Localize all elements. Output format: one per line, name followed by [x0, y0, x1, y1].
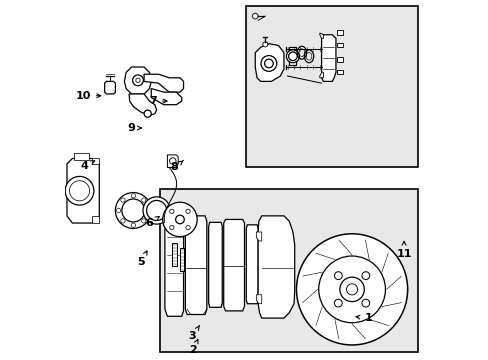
Circle shape	[296, 234, 407, 345]
Circle shape	[261, 55, 276, 71]
Circle shape	[169, 225, 174, 230]
Polygon shape	[319, 33, 323, 39]
Circle shape	[288, 52, 297, 60]
Polygon shape	[92, 216, 99, 223]
Polygon shape	[258, 216, 294, 318]
Circle shape	[131, 223, 135, 227]
Circle shape	[185, 209, 190, 213]
Polygon shape	[92, 158, 99, 164]
Polygon shape	[144, 74, 183, 92]
Polygon shape	[151, 89, 182, 105]
Circle shape	[175, 215, 184, 224]
Polygon shape	[319, 72, 323, 78]
Text: 8: 8	[170, 161, 183, 172]
Circle shape	[339, 277, 364, 302]
Text: 7: 7	[149, 96, 167, 106]
Polygon shape	[208, 222, 222, 307]
Polygon shape	[74, 153, 88, 160]
Circle shape	[346, 284, 357, 295]
Polygon shape	[78, 167, 97, 200]
Circle shape	[144, 110, 151, 117]
Circle shape	[334, 272, 342, 279]
Circle shape	[121, 219, 125, 223]
Text: 10: 10	[75, 91, 101, 101]
Polygon shape	[167, 155, 178, 167]
Bar	[160, 189, 418, 352]
Polygon shape	[67, 158, 99, 223]
Polygon shape	[223, 220, 244, 311]
Circle shape	[361, 272, 369, 279]
Text: 4: 4	[81, 161, 95, 171]
Polygon shape	[336, 70, 343, 74]
Circle shape	[131, 194, 135, 198]
Text: 1: 1	[355, 313, 371, 323]
Circle shape	[169, 158, 176, 164]
Polygon shape	[255, 44, 284, 81]
Circle shape	[115, 193, 151, 228]
Circle shape	[163, 202, 197, 237]
Circle shape	[132, 75, 143, 86]
Circle shape	[65, 176, 94, 205]
Circle shape	[334, 299, 342, 307]
Polygon shape	[336, 43, 343, 47]
Polygon shape	[124, 67, 151, 94]
Circle shape	[142, 197, 170, 224]
Text: 5: 5	[137, 251, 147, 267]
Circle shape	[136, 78, 140, 82]
Polygon shape	[321, 35, 335, 81]
Circle shape	[318, 256, 385, 323]
Circle shape	[169, 209, 174, 213]
Circle shape	[121, 198, 125, 202]
Polygon shape	[172, 243, 176, 266]
Circle shape	[146, 201, 166, 221]
Polygon shape	[78, 200, 97, 218]
Circle shape	[262, 42, 267, 47]
Text: 2: 2	[188, 339, 198, 355]
Polygon shape	[289, 47, 296, 65]
Polygon shape	[179, 248, 183, 271]
Circle shape	[185, 225, 190, 230]
Circle shape	[286, 50, 299, 63]
Circle shape	[252, 13, 258, 19]
Polygon shape	[104, 81, 115, 94]
Circle shape	[122, 199, 144, 222]
Bar	[246, 6, 418, 167]
Polygon shape	[336, 57, 343, 62]
Circle shape	[145, 208, 150, 213]
Circle shape	[142, 198, 145, 202]
Circle shape	[69, 181, 89, 201]
Text: 9: 9	[127, 123, 141, 133]
Circle shape	[264, 59, 273, 68]
Polygon shape	[336, 31, 343, 35]
Text: 6: 6	[145, 216, 159, 228]
Text: 3: 3	[188, 326, 199, 341]
Circle shape	[116, 208, 121, 213]
Polygon shape	[129, 94, 156, 116]
Circle shape	[142, 219, 145, 223]
Text: 11: 11	[395, 241, 411, 258]
Polygon shape	[164, 218, 183, 316]
Polygon shape	[246, 225, 258, 304]
Polygon shape	[256, 295, 261, 304]
Polygon shape	[256, 232, 261, 241]
Polygon shape	[185, 216, 206, 315]
Circle shape	[361, 299, 369, 307]
